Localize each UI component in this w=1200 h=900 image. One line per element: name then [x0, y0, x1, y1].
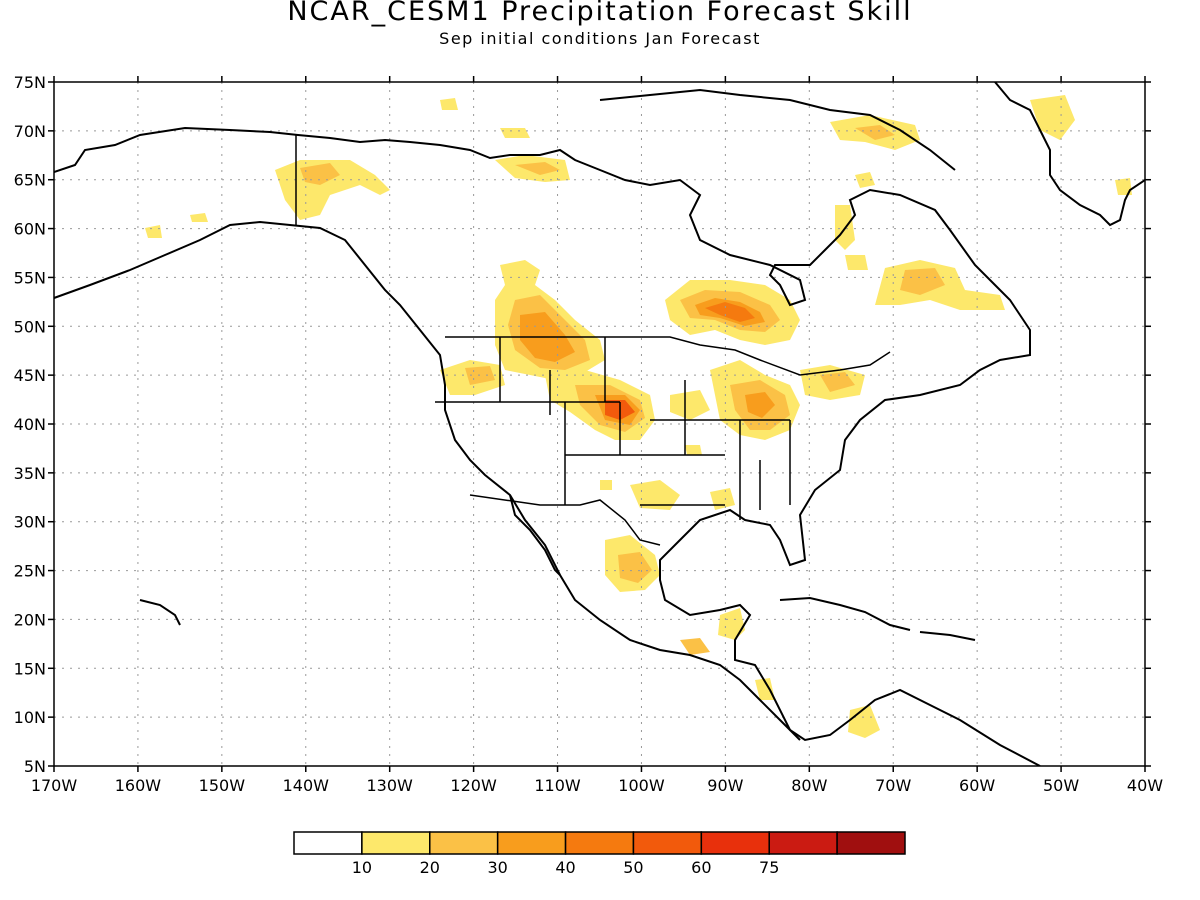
colorbar-swatch [836, 831, 906, 855]
colorbar-swatch [564, 831, 635, 855]
colorbar-label: 30 [487, 858, 507, 877]
lat-tick-label: 15N [14, 659, 46, 678]
map-subtitle: Sep initial conditions Jan Forecast [439, 29, 761, 48]
colorbar-swatch [429, 831, 499, 855]
coastline-mainland-west [54, 220, 801, 741]
lat-tick-label: 20N [14, 610, 46, 629]
lat-tick-label: 60N [14, 220, 46, 239]
shade-mexico-core [618, 552, 652, 583]
skill-shading [145, 95, 1132, 738]
colorbar-label: 20 [420, 858, 440, 877]
shade-missouri [685, 445, 702, 455]
coastline-arctic-islands [599, 88, 956, 171]
colorbar-label: 40 [555, 858, 575, 877]
lat-tick-label: 35N [14, 464, 46, 483]
shade-nm [600, 480, 612, 490]
lat-tick-label: 40N [14, 415, 46, 434]
colorbar-label: 60 [691, 858, 711, 877]
shade-texas [630, 480, 680, 510]
border-us-states [435, 337, 791, 520]
lon-tick-label: 130W [367, 776, 414, 795]
shade-guatemala [680, 638, 710, 655]
colorbar: 10 20 30 40 50 60 75 [293, 831, 906, 877]
lon-tick-label: 70W [875, 776, 911, 795]
shade-louisiana [710, 488, 735, 510]
lon-tick-label: 40W [1127, 776, 1163, 795]
lat-tick-label: 55N [14, 268, 46, 287]
coastlines [54, 82, 1145, 766]
shade-bering [145, 225, 162, 238]
lat-tick-label: 25N [14, 562, 46, 581]
lon-tick-label: 110W [534, 776, 581, 795]
political-borders [295, 135, 891, 546]
shade-ontario-50 [705, 302, 755, 322]
lat-tick-label: 45N [14, 366, 46, 385]
lat-tick-label: 30N [14, 513, 46, 532]
shade-colombia [848, 705, 880, 738]
colorbar-swatch [768, 831, 838, 855]
lon-tick-label: 150W [199, 776, 246, 795]
colorbar-swatch [496, 831, 567, 855]
colorbar-label: 75 [759, 858, 779, 877]
lon-tick-label: 50W [1043, 776, 1079, 795]
shade-ohio-valley-40 [745, 392, 775, 418]
map-title: NCAR_CESM1 Precipitation Forecast Skill [287, 0, 913, 27]
shade-iowa [670, 390, 710, 420]
lat-tick-label: 70N [14, 122, 46, 141]
lat-tick-label: 5N [24, 757, 46, 776]
shade-greenland [1030, 95, 1075, 140]
colorbar-swatch [293, 831, 363, 855]
coastline-mainland-east [54, 126, 1041, 766]
shade-greenland-east [1115, 178, 1132, 195]
graticule [54, 82, 1145, 766]
lon-tick-label: 80W [791, 776, 827, 795]
border-us-mexico [469, 494, 661, 546]
shade-lake-erie-core [820, 372, 855, 392]
shade-arctic-1 [440, 98, 458, 110]
colorbar-label: 50 [623, 858, 643, 877]
lon-tick-label: 160W [115, 776, 162, 795]
map-axes: 75N 70N 65N 60N 55N 50N 45N 40N 35N 30N 25N 20N 15N 1… [14, 73, 1164, 795]
colorbar-swatch [632, 831, 703, 855]
lon-tick-label: 170W [31, 776, 78, 795]
lat-tick-label: 50N [14, 317, 46, 336]
border-us-canada [445, 336, 891, 376]
lon-tick-label: 140W [283, 776, 330, 795]
shade-alaska-south [190, 213, 208, 222]
coastline-greenland [994, 82, 1145, 227]
lon-tick-label: 100W [618, 776, 665, 795]
shade-nunavut-core [515, 162, 560, 175]
lon-tick-label: 60W [959, 776, 995, 795]
lon-tick-label: 90W [707, 776, 743, 795]
shade-hudson-strait [855, 172, 875, 188]
coastline-hispaniola [919, 631, 976, 641]
shade-arctic-2 [500, 128, 530, 138]
colorbar-label: 10 [352, 858, 372, 877]
lon-tick-label: 120W [450, 776, 497, 795]
shade-quebec-south [845, 255, 868, 270]
coastline-hawaii [139, 599, 181, 626]
lat-tick-label: 75N [14, 73, 46, 92]
coastline-cuba [779, 596, 911, 631]
colorbar-swatch [361, 831, 431, 855]
shade-labrador-core [900, 268, 945, 295]
colorbar-swatch [700, 831, 770, 855]
lat-tick-label: 10N [14, 708, 46, 727]
shade-yucatan [718, 608, 745, 640]
shade-nicaragua [755, 678, 775, 700]
coastline-baja [509, 494, 561, 576]
lat-tick-label: 65N [14, 171, 46, 190]
shade-baffin-core [855, 125, 895, 140]
